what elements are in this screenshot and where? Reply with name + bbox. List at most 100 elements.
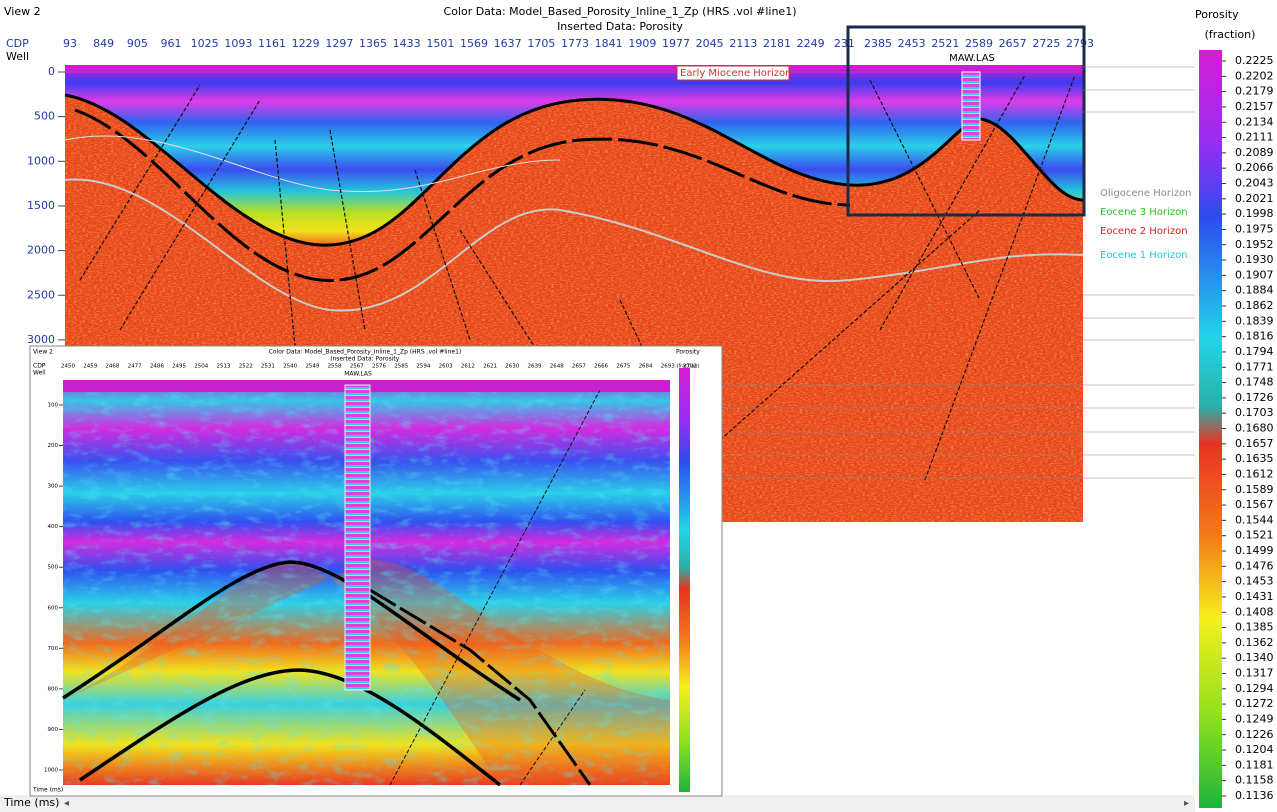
colorbar-label: 0.1589	[1235, 483, 1274, 496]
colorbar-label: 0.1771	[1235, 360, 1274, 373]
inset-time-tick-label: 500	[48, 565, 59, 571]
inset-cdp-tick-label: 2558	[328, 364, 342, 370]
inset-time-tick-label: 900	[48, 727, 59, 733]
inset-cdp-tick-label: 2675	[616, 364, 630, 370]
cdp-tick-label: 1637	[494, 37, 522, 50]
well-log	[961, 71, 981, 141]
colorbar-label: 0.1567	[1235, 498, 1274, 511]
inset-cdp-tick-label: 2693	[661, 364, 675, 370]
colorbar-label: 0.1794	[1235, 345, 1274, 358]
cdp-tick-label: 1433	[393, 37, 421, 50]
cdp-tick-label: 1501	[426, 37, 454, 50]
cdp-tick-label: 1705	[527, 37, 555, 50]
cdp-tick-label: 1773	[561, 37, 589, 50]
cdp-label: CDP	[6, 37, 29, 50]
cdp-tick-label: 2249	[797, 37, 825, 50]
colorbar-label: 0.1839	[1235, 314, 1274, 327]
cdp-tick-label: 905	[127, 37, 148, 50]
inset-cdp-tick-label: 2531	[261, 364, 275, 370]
horizon-label: Oligocene Horizon	[1100, 188, 1191, 199]
colorbar-label: 0.1612	[1235, 467, 1274, 480]
colorbar-label: 0.1635	[1235, 452, 1274, 465]
inset-time-tick-label: 300	[48, 484, 59, 490]
cdp-tick-label: 1365	[359, 37, 387, 50]
cdp-tick-label: 849	[93, 37, 114, 50]
colorbar-unit: (fraction)	[1205, 28, 1256, 41]
colorbar-label: 0.1431	[1235, 590, 1274, 603]
colorbar-label: 0.1952	[1235, 238, 1274, 251]
cdp-tick-label: 93	[63, 37, 77, 50]
title: Color Data: Model_Based_Porosity_Inline_…	[444, 5, 797, 18]
colorbar-label: 0.1272	[1235, 697, 1274, 710]
cdp-tick-label: 2453	[898, 37, 926, 50]
horizon-label-box	[676, 65, 790, 81]
inset-well-name: MAW.LAS	[344, 371, 372, 378]
colorbar-label: 0.2134	[1235, 115, 1274, 128]
cdp-tick-label: 2181	[763, 37, 791, 50]
horizon-label: Eocene 1 Horizon	[1100, 250, 1188, 261]
inset-cdp-tick-label: 2621	[483, 364, 497, 370]
inset-cdp-tick-label: 2594	[416, 364, 430, 370]
colorbar-label: 0.1930	[1235, 253, 1274, 266]
colorbar-label: 0.1726	[1235, 391, 1274, 404]
horizon-label: Eocene 3 Horizon	[1100, 207, 1188, 218]
cdp-tick-label: 1977	[662, 37, 690, 50]
cdp-tick-label: 1093	[224, 37, 252, 50]
inset-view-label: View 2	[33, 349, 53, 356]
cdp-tick-label: 2657	[999, 37, 1027, 50]
scrollbar[interactable]	[0, 795, 1195, 812]
inset-cdp-tick-label: 2459	[83, 364, 97, 370]
cdp-tick-label: 231	[834, 37, 855, 50]
scroll-left[interactable]: ◂	[64, 798, 69, 809]
colorbar	[1199, 50, 1222, 808]
inset-colorbar-title: Porosity	[676, 349, 700, 356]
inset-time-tick-label: 200	[48, 443, 59, 449]
colorbar-label: 0.1476	[1235, 559, 1274, 572]
colorbar-label: 0.1249	[1235, 712, 1274, 725]
inset-cdp-tick-label: 2648	[550, 364, 564, 370]
colorbar-label: 0.1816	[1235, 330, 1274, 343]
cdp-tick-label: 2793	[1066, 37, 1094, 50]
inset-colorbar-unit: (fraction)	[676, 364, 699, 370]
time-label: Time (ms)	[3, 796, 59, 809]
colorbar-label: 0.1657	[1235, 437, 1274, 450]
inset-cdp-tick-label: 2477	[128, 364, 142, 370]
colorbar-label: 0.2066	[1235, 161, 1274, 174]
colorbar-label: 0.2111	[1235, 131, 1274, 144]
inset-cdp-tick-label: 2702	[683, 364, 697, 370]
cdp-tick-label: 961	[161, 37, 182, 50]
well-label: Well	[6, 50, 29, 63]
horizon-guides	[722, 66, 1195, 479]
inset-cdp-tick-label: 2567	[350, 364, 364, 370]
inset-time-tick-label: 400	[48, 524, 59, 530]
time-tick-label: 1000	[27, 154, 55, 167]
inset-cdp-tick-label: 2684	[639, 364, 653, 370]
colorbar-label: 0.2225	[1235, 54, 1274, 67]
colorbar-label: 0.2021	[1235, 192, 1274, 205]
time-tick-label: 3000	[27, 333, 55, 346]
inset-well-label: Well	[33, 370, 46, 377]
inset-cdp-tick-label: 2504	[194, 364, 208, 370]
inset-cdp-tick-label: 2540	[283, 364, 297, 370]
horizons	[64, 93, 1084, 312]
inset-time-tick-label: 1000	[44, 768, 58, 774]
subtitle: Inserted Data: Porosity	[557, 20, 683, 33]
cdp-tick-label: 2113	[729, 37, 757, 50]
time-tick-label: 0	[48, 65, 55, 78]
colorbar-label: 0.1408	[1235, 605, 1274, 618]
colorbar-label: 0.1362	[1235, 636, 1274, 649]
inset-subtitle: Inserted Data: Porosity	[331, 356, 400, 363]
colorbar-label: 0.1453	[1235, 575, 1274, 588]
colorbar-label: 0.2089	[1235, 146, 1274, 159]
inset-cdp-tick-label: 2612	[461, 364, 475, 370]
time-tick-label: 2000	[27, 244, 55, 257]
inset-cdp-tick-label: 2639	[528, 364, 542, 370]
inset-title: Color Data: Model_Based_Porosity_Inline_…	[269, 349, 462, 356]
inset-time-tick-label: 800	[48, 686, 59, 692]
scroll-right[interactable]: ▸	[1184, 798, 1189, 809]
inset-cdp-tick-label: 2603	[439, 364, 453, 370]
colorbar-label: 0.2202	[1235, 69, 1274, 82]
inset-time-label: Time (ms)	[32, 787, 63, 794]
inset-window: View 2 Color Data: Model_Based_Porosity_…	[29, 345, 723, 797]
